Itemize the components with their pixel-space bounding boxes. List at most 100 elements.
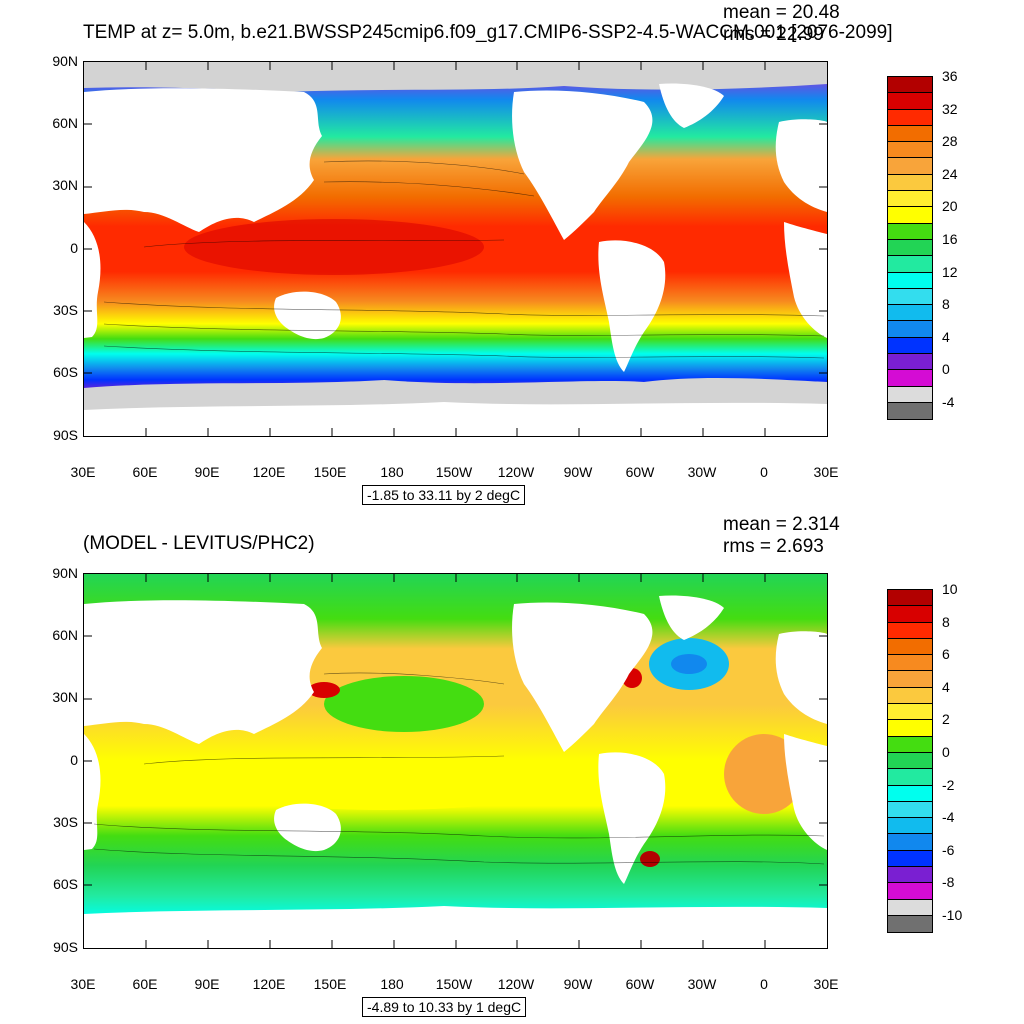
colorbar-label: 24 (942, 165, 958, 182)
colorbar-segment (888, 638, 932, 656)
top-mean-text: mean = 20.48 (723, 2, 840, 23)
colorbar-segment (888, 671, 932, 688)
colorbar-segment (888, 769, 932, 786)
lon-label: 150E (313, 976, 347, 992)
colorbar-segment (888, 867, 932, 884)
colorbar-segment (888, 402, 932, 420)
europe-land (775, 119, 827, 212)
colorbar-segment (888, 606, 932, 623)
lat-label-30s: 30S (53, 302, 78, 318)
colorbar-segment (888, 883, 932, 900)
lon-label: 150E (313, 464, 347, 480)
lon-label: 30E (70, 976, 96, 992)
colorbar-label: 4 (942, 678, 950, 695)
kuroshio-warm (308, 682, 340, 698)
colorbar-label: 20 (942, 198, 958, 215)
top-map-svg (84, 62, 827, 436)
bottom-title: (MODEL - LEVITUS/PHC2) (83, 533, 315, 554)
colorbar-segment (888, 305, 932, 322)
antarctica-land (84, 402, 827, 436)
australia-land (274, 803, 341, 852)
colorbar-label: 2 (942, 711, 950, 728)
colorbar-label: 10 (942, 581, 958, 597)
colorbar-segment (888, 899, 932, 916)
colorbar-label: 16 (942, 231, 958, 247)
malvinas-warm (640, 851, 660, 867)
colorbar-label: -4 (942, 394, 955, 410)
colorbar-segment (888, 704, 932, 721)
lon-label: 0 (760, 464, 768, 480)
colorbar-segment (888, 321, 932, 338)
colorbar-segment (888, 288, 932, 306)
colorbar-label: 8 (942, 613, 950, 630)
colorbar-segment (888, 223, 932, 240)
colorbar-segment (888, 915, 932, 933)
colorbar-segment (888, 142, 932, 159)
contour-lines (103, 160, 825, 359)
lon-label: 60W (625, 464, 655, 480)
colorbar-label: 0 (942, 361, 950, 378)
lat-label-eq: 0 (70, 240, 78, 256)
bottom-rms-text: rms = 2.693 (723, 536, 824, 557)
lon-label: 30E (70, 464, 96, 480)
africa-east-land (784, 734, 827, 850)
eurasia-land (84, 88, 322, 232)
north-america-land (512, 90, 653, 240)
eurasia-land (84, 600, 322, 744)
lon-label: 90W (563, 464, 593, 480)
bottom-map (83, 573, 828, 949)
colorbar-label: 8 (942, 296, 950, 313)
lat-label-60s: 60S (53, 876, 78, 892)
colorbar-segment (888, 720, 932, 737)
lon-label: 60E (132, 976, 158, 992)
colorbar-segment (888, 191, 932, 208)
lon-label: 180 (380, 976, 404, 992)
colorbar-label: 0 (942, 744, 950, 760)
lat-label-60n: 60N (52, 115, 78, 131)
satl-warm (724, 734, 804, 814)
colorbar-label: 4 (942, 328, 950, 345)
lon-label: 120E (252, 464, 286, 480)
lon-label: 60W (625, 976, 655, 992)
lon-label: 90E (194, 464, 220, 480)
greenland-land (659, 83, 724, 128)
lon-label: 150W (435, 464, 473, 480)
top-title: TEMP at z= 5.0m, b.e21.BWSSP245cmip6.f09… (83, 22, 893, 43)
lon-label: 60E (132, 464, 158, 480)
lat-label-60s: 60S (53, 364, 78, 380)
colorbar-segment (888, 850, 932, 868)
lon-label: 30W (687, 976, 717, 992)
colorbar-segment (888, 77, 932, 94)
bottom-colorbar (887, 589, 933, 934)
colorbar-label: 6 (942, 646, 950, 663)
lon-label: 120W (497, 976, 535, 992)
africa-land (84, 222, 101, 338)
grid-ticks (84, 62, 827, 436)
colorbar-label: -10 (942, 907, 963, 923)
colorbar-label: 28 (942, 133, 958, 150)
colorbar-label: 36 (942, 68, 958, 84)
australia-land (274, 291, 341, 340)
top-range-label: -1.85 to 33.11 by 2 degC (362, 485, 526, 505)
bottom-map-svg (84, 574, 827, 948)
lon-label: 90W (563, 976, 593, 992)
lon-label: 120W (497, 464, 535, 480)
warm-pool (184, 219, 484, 275)
greenland-land (659, 595, 724, 640)
antarctica-land (84, 906, 827, 948)
north-america-land (512, 602, 653, 752)
colorbar-label: -6 (942, 841, 955, 858)
colorbar-segment (888, 622, 932, 639)
colorbar-segment (888, 256, 932, 273)
top-panel: TEMP at z= 5.0m, b.e21.BWSSP245cmip6.f09… (52, 2, 958, 505)
contour-lines (93, 672, 825, 865)
colorbar-segment (888, 370, 932, 387)
colorbar-label: -8 (942, 874, 955, 891)
lat-label-60n: 60N (52, 627, 78, 643)
south-america-land (598, 752, 666, 884)
lat-label-30n: 30N (52, 689, 78, 705)
bottom-range-label: -4.89 to 10.33 by 1 degC (362, 997, 527, 1017)
colorbar-segment (888, 174, 932, 192)
colorbar-segment (888, 386, 932, 403)
colorbar-segment (888, 125, 932, 143)
